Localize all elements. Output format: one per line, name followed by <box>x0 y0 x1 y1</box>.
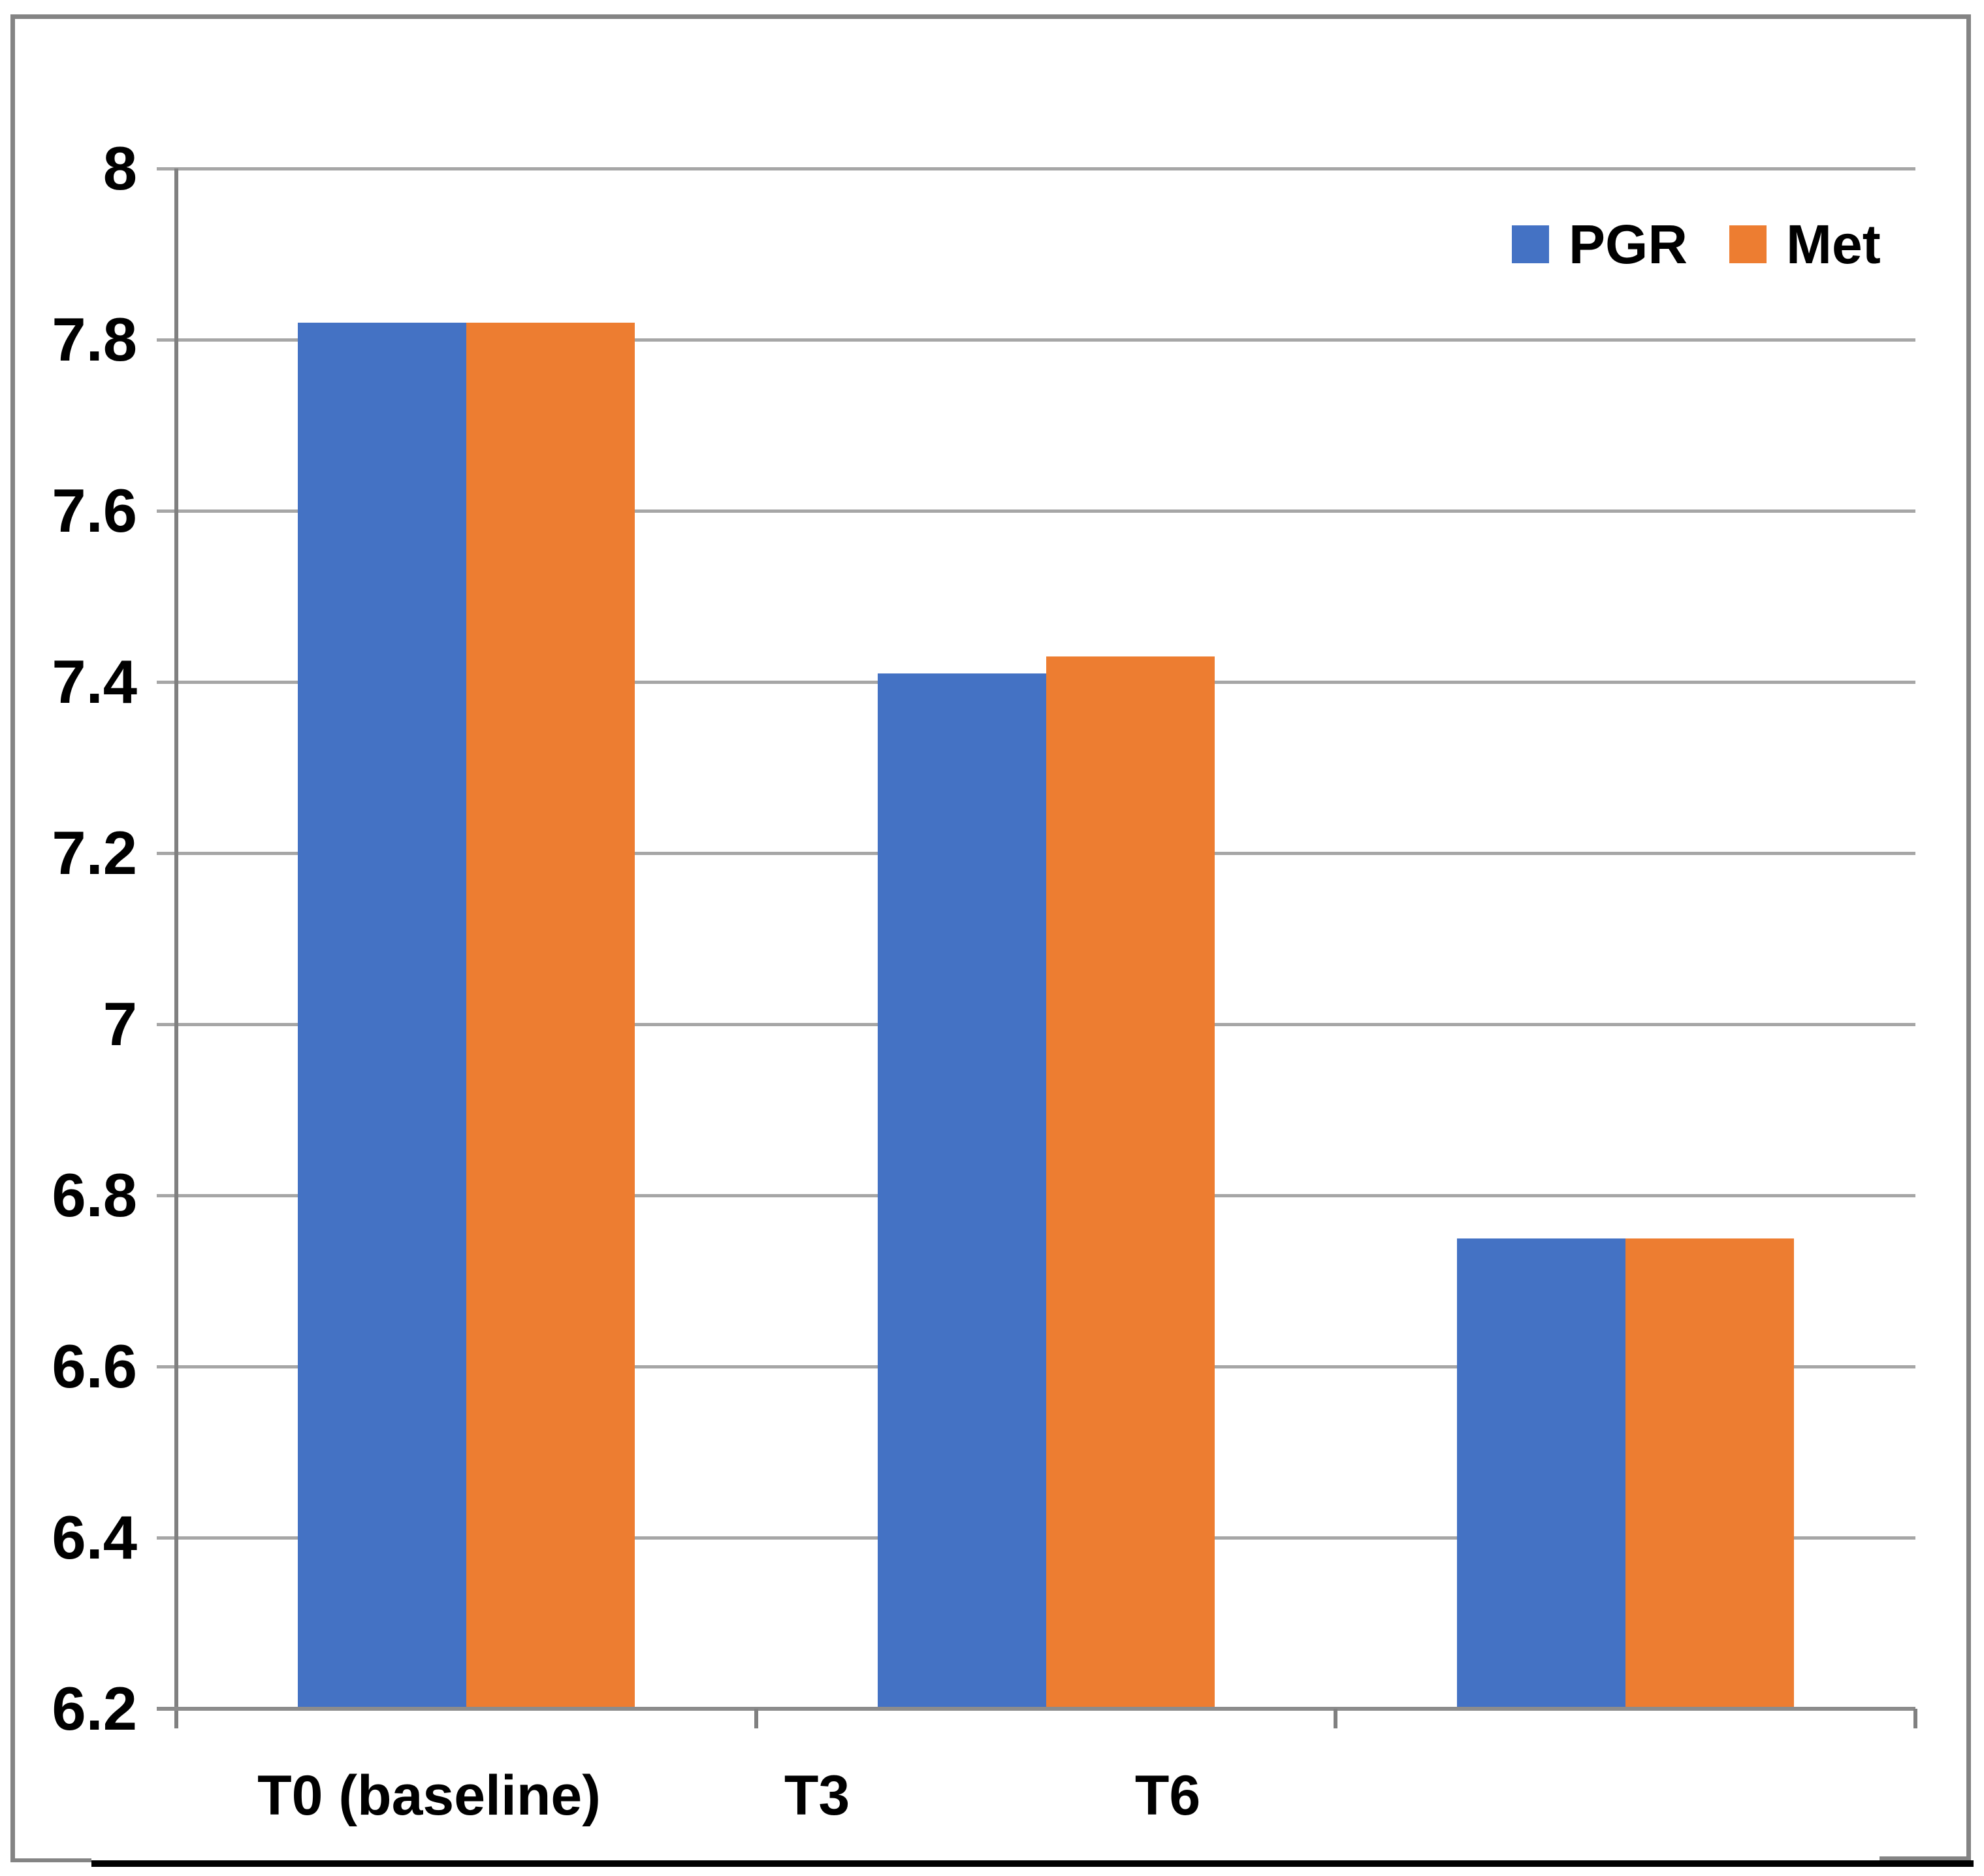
x-axis-category-tick <box>1334 1709 1338 1728</box>
bar-pgr-t3 <box>877 673 1046 1709</box>
bar-met-t3 <box>1046 656 1215 1709</box>
y-axis-tick-label: 7 <box>103 990 137 1058</box>
legend-swatch-pgr <box>1512 225 1549 263</box>
bottom-black-rule <box>91 1860 1974 1867</box>
figure-border-right <box>1966 14 1971 1860</box>
legend-item-met: Met <box>1729 217 1881 272</box>
gridline <box>157 167 1915 170</box>
gridline <box>157 338 1915 342</box>
y-axis-tick-label: 6.8 <box>52 1161 137 1229</box>
legend-item-pgr: PGR <box>1512 217 1688 272</box>
y-axis-tick-label: 7.8 <box>52 305 137 374</box>
x-axis-line <box>157 1707 1915 1711</box>
x-axis-category-tick <box>1913 1709 1917 1728</box>
figure-border-bottom-left-stub <box>10 1858 91 1862</box>
y-axis-tick-label: 6.2 <box>52 1674 137 1743</box>
y-axis-tick-label: 7.6 <box>52 476 137 545</box>
x-axis-category-label: T3 <box>784 1764 850 1827</box>
legend-label-pgr: PGR <box>1569 214 1688 275</box>
figure-border-bottom-right-stub <box>1880 1856 1971 1860</box>
figure-border-left <box>10 14 15 1862</box>
x-axis-category-tick <box>754 1709 758 1728</box>
legend-swatch-met <box>1729 225 1767 263</box>
y-axis-tick-label: 8 <box>103 134 137 202</box>
x-axis-category-label: T6 <box>1134 1764 1201 1827</box>
y-axis-tick-label: 7.2 <box>52 818 137 887</box>
y-axis-tick-label: 6.4 <box>52 1503 137 1572</box>
legend: PGR Met <box>1512 217 1881 272</box>
gridline <box>157 509 1915 513</box>
y-axis-tick-label: 6.6 <box>52 1332 137 1400</box>
x-axis-category-label: T0 (baseline) <box>257 1764 601 1827</box>
legend-label-met: Met <box>1786 214 1881 275</box>
bar-pgr-t6 <box>1457 1238 1626 1709</box>
bar-pgr-t0-baseline <box>297 322 466 1709</box>
bar-met-t0-baseline <box>466 322 635 1709</box>
figure-border-top <box>10 14 1971 19</box>
bar-met-t6 <box>1625 1238 1795 1709</box>
y-axis-line <box>174 169 178 1728</box>
y-axis-tick-label: 7.4 <box>52 647 137 716</box>
